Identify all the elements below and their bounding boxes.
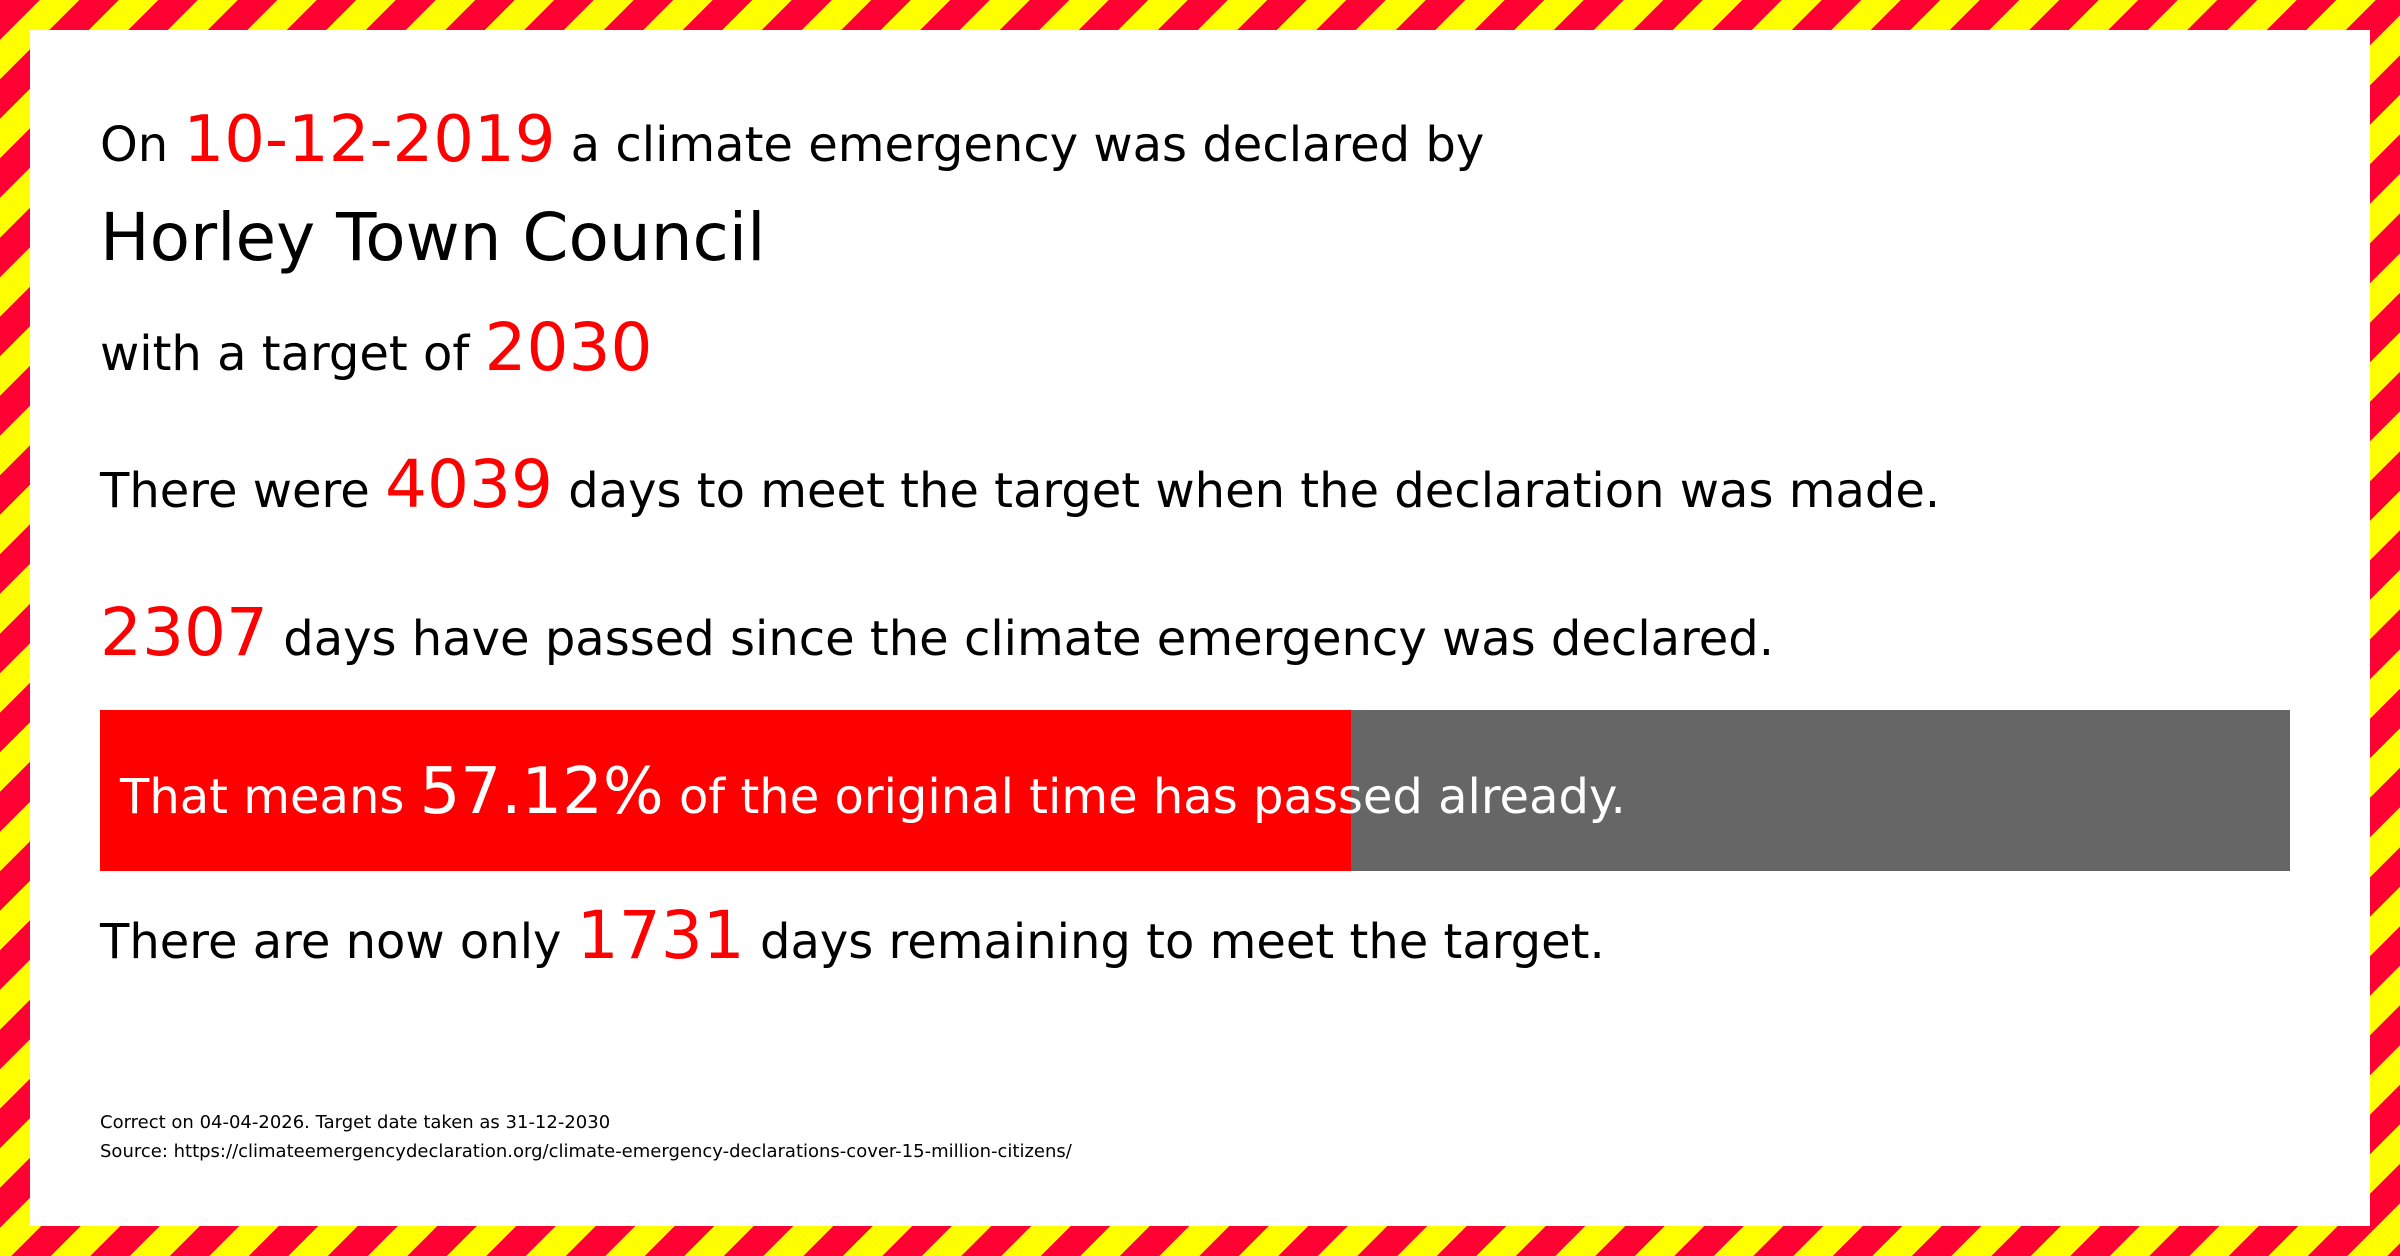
council-name: Horley Town Council	[100, 199, 766, 276]
days-remaining-value: 1731	[576, 897, 745, 974]
footer-source: Source: https://climateemergencydeclarat…	[100, 1141, 1072, 1162]
target-line: with a target of 2030	[100, 315, 652, 381]
days-passed-suffix: days have passed since the climate emerg…	[283, 611, 1774, 667]
days-passed-value: 2307	[100, 594, 268, 671]
progress-text: That means 57.12% of the original time h…	[120, 760, 1626, 824]
declaration-suffix: a climate emergency was declared by	[570, 117, 1485, 173]
days-passed-line: 2307 days have passed since the climate …	[100, 600, 1774, 666]
progress-percent: 57.12%	[419, 755, 664, 829]
footer-correct-on: Correct on 04-04-2026. Target date taken…	[100, 1112, 611, 1133]
progress-bar: That means 57.12% of the original time h…	[100, 710, 2290, 871]
total-days-suffix: days to meet the target when the declara…	[568, 463, 1941, 519]
declaration-date: 10-12-2019	[183, 103, 556, 177]
declaration-date-line: On 10-12-2019 a climate emergency was de…	[100, 108, 1484, 172]
target-year: 2030	[484, 309, 653, 386]
total-days-value: 4039	[385, 446, 553, 523]
progress-bar-fill	[100, 710, 1351, 871]
total-days-line: There were 4039 days to meet the target …	[100, 452, 1940, 518]
target-prefix: with a target of	[100, 326, 470, 382]
days-remaining-line: There are now only 1731 days remaining t…	[100, 903, 1605, 969]
card-panel	[30, 30, 2370, 1226]
days-remaining-prefix: There are now only	[100, 914, 562, 970]
progress-prefix: That means	[120, 769, 405, 825]
declaration-prefix: On	[100, 117, 169, 173]
total-days-prefix: There were	[100, 463, 370, 519]
days-remaining-suffix: days remaining to meet the target.	[759, 914, 1605, 970]
progress-suffix: of the original time has passed already.	[678, 769, 1626, 825]
